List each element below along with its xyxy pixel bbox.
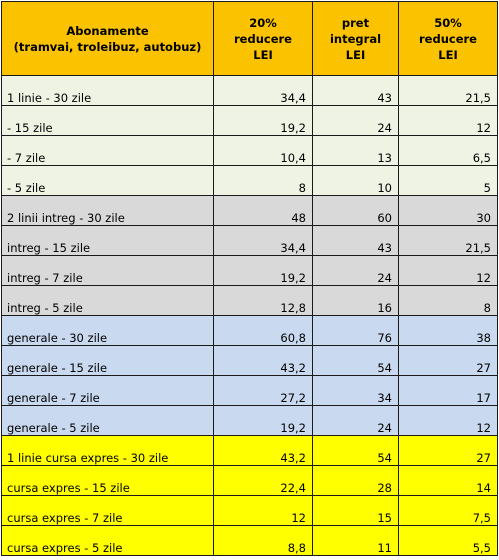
row-name-cell: 2 linii intreg - 30 zile: [1, 195, 214, 226]
row-discount-20-cell: 34,4: [213, 75, 313, 106]
row-full-price-cell: 24: [312, 255, 399, 286]
row-discount-20-cell: 12: [213, 495, 313, 526]
row-full-price-cell: 28: [312, 465, 399, 496]
table-row: - 15 zile 19,2 24 12: [1, 105, 498, 136]
row-name-cell: cursa expres - 15 zile: [1, 465, 214, 496]
table-row: 1 linie cursa expres - 30 zile 43,2 54 27: [1, 435, 498, 466]
row-discount-50-cell: 17: [398, 375, 498, 406]
header-subscription-type: Abonamente (tramvai, troleibuz, autobuz): [1, 1, 214, 76]
table-row: cursa expres - 5 zile 8,8 11 5,5: [1, 525, 498, 556]
row-discount-50-cell: 30: [398, 195, 498, 226]
row-full-price-cell: 16: [312, 285, 399, 316]
row-full-price-cell: 43: [312, 225, 399, 256]
row-discount-50-cell: 12: [398, 105, 498, 136]
row-name-cell: generale - 7 zile: [1, 375, 214, 406]
row-discount-50-cell: 27: [398, 345, 498, 376]
row-name-cell: - 7 zile: [1, 135, 214, 166]
row-name-cell: cursa expres - 5 zile: [1, 525, 214, 556]
row-full-price-cell: 10: [312, 165, 399, 196]
row-name-cell: generale - 5 zile: [1, 405, 214, 436]
table-row: generale - 7 zile 27,2 34 17: [1, 375, 498, 406]
row-full-price-cell: 34: [312, 375, 399, 406]
row-discount-20-cell: 19,2: [213, 255, 313, 286]
row-name-cell: 1 linie cursa expres - 30 zile: [1, 435, 214, 466]
row-discount-20-cell: 19,2: [213, 105, 313, 136]
row-discount-20-cell: 10,4: [213, 135, 313, 166]
row-name-cell: generale - 30 zile: [1, 315, 214, 346]
row-full-price-cell: 24: [312, 405, 399, 436]
row-full-price-cell: 76: [312, 315, 399, 346]
row-discount-50-cell: 12: [398, 405, 498, 436]
row-name-cell: intreg - 15 zile: [1, 225, 214, 256]
table-row: cursa expres - 7 zile 12 15 7,5: [1, 495, 498, 526]
row-discount-20-cell: 43,2: [213, 435, 313, 466]
table-row: cursa expres - 15 zile 22,4 28 14: [1, 465, 498, 496]
header-full-price: pret integral LEI: [312, 1, 399, 76]
row-discount-20-cell: 60,8: [213, 315, 313, 346]
row-name-cell: generale - 15 zile: [1, 345, 214, 376]
row-discount-50-cell: 38: [398, 315, 498, 346]
row-full-price-cell: 15: [312, 495, 399, 526]
row-discount-50-cell: 8: [398, 285, 498, 316]
row-name-cell: cursa expres - 7 zile: [1, 495, 214, 526]
header-discount-50: 50% reducere LEI: [398, 1, 498, 76]
row-discount-50-cell: 7,5: [398, 495, 498, 526]
row-discount-20-cell: 27,2: [213, 375, 313, 406]
row-name-cell: - 5 zile: [1, 165, 214, 196]
row-discount-20-cell: 12,8: [213, 285, 313, 316]
row-name-cell: - 15 zile: [1, 105, 214, 136]
table-row: generale - 5 zile 19,2 24 12: [1, 405, 498, 436]
table-row: intreg - 15 zile 34,4 43 21,5: [1, 225, 498, 256]
row-discount-20-cell: 43,2: [213, 345, 313, 376]
table-row: 2 linii intreg - 30 zile 48 60 30: [1, 195, 498, 226]
table-row: - 5 zile 8 10 5: [1, 165, 498, 196]
row-discount-50-cell: 6,5: [398, 135, 498, 166]
row-name-cell: intreg - 5 zile: [1, 285, 214, 316]
row-full-price-cell: 24: [312, 105, 399, 136]
table-row: 1 linie - 30 zile 34,4 43 21,5: [1, 75, 498, 106]
row-discount-20-cell: 8: [213, 165, 313, 196]
row-discount-50-cell: 21,5: [398, 225, 498, 256]
row-discount-50-cell: 27: [398, 435, 498, 466]
table-row: intreg - 7 zile 19,2 24 12: [1, 255, 498, 286]
row-name-cell: 1 linie - 30 zile: [1, 75, 214, 106]
row-discount-20-cell: 34,4: [213, 225, 313, 256]
table-header: Abonamente (tramvai, troleibuz, autobuz)…: [1, 1, 498, 76]
row-discount-20-cell: 8,8: [213, 525, 313, 556]
row-discount-50-cell: 5,5: [398, 525, 498, 556]
header-discount-20: 20% reducere LEI: [213, 1, 313, 76]
row-full-price-cell: 54: [312, 345, 399, 376]
row-discount-20-cell: 19,2: [213, 405, 313, 436]
row-full-price-cell: 54: [312, 435, 399, 466]
table-row: generale - 30 zile 60,8 76 38: [1, 315, 498, 346]
row-discount-50-cell: 5: [398, 165, 498, 196]
table-row: - 7 zile 10,4 13 6,5: [1, 135, 498, 166]
row-full-price-cell: 13: [312, 135, 399, 166]
table-body: 1 linie - 30 zile 34,4 43 21,5 - 15 zile 19,…: [1, 75, 498, 556]
table-row: intreg - 5 zile 12,8 16 8: [1, 285, 498, 316]
table-row: generale - 15 zile 43,2 54 27: [1, 345, 498, 376]
header-row: Abonamente (tramvai, troleibuz, autobuz)…: [1, 1, 498, 76]
row-name-cell: intreg - 7 zile: [1, 255, 214, 286]
row-full-price-cell: 60: [312, 195, 399, 226]
row-discount-20-cell: 48: [213, 195, 313, 226]
row-discount-20-cell: 22,4: [213, 465, 313, 496]
row-full-price-cell: 11: [312, 525, 399, 556]
row-discount-50-cell: 14: [398, 465, 498, 496]
row-discount-50-cell: 21,5: [398, 75, 498, 106]
row-full-price-cell: 43: [312, 75, 399, 106]
row-discount-50-cell: 12: [398, 255, 498, 286]
